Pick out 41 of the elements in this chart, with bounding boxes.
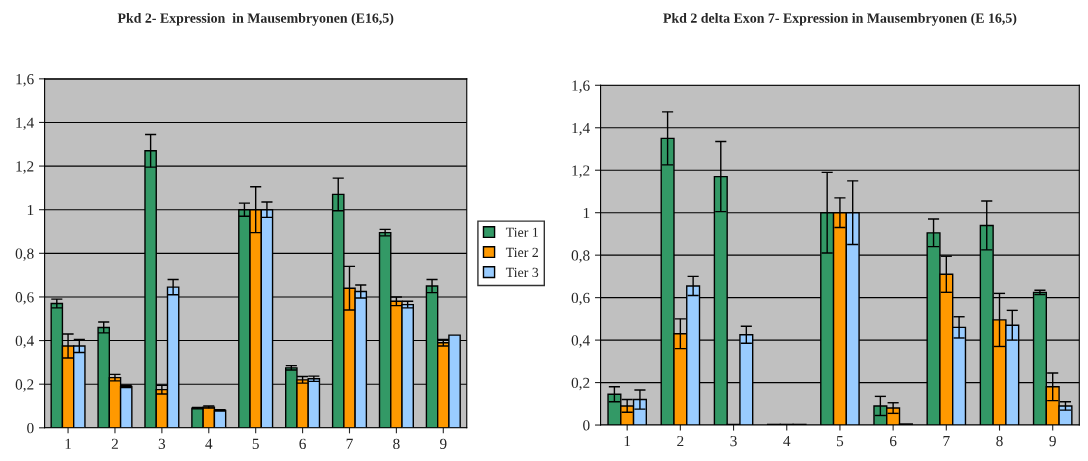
y-tick-label: 0,2 <box>571 377 590 391</box>
y-tick-label: 1,6 <box>572 80 590 93</box>
x-tick-label: 3 <box>158 438 166 449</box>
y-tick-label: 0,6 <box>571 292 590 306</box>
chart-title: Pkd 2- Expression in Mausembryonen (E16,5) <box>117 13 394 26</box>
x-tick-label: 4 <box>783 436 791 447</box>
x-tick-label: 2 <box>111 438 118 449</box>
x-tick-label: 6 <box>889 435 897 447</box>
y-tick-label: 0,8 <box>15 248 34 261</box>
x-tick-label: 5 <box>252 438 259 449</box>
x-tick-label: 6 <box>299 438 306 449</box>
y-tick-label: 1,2 <box>16 161 34 174</box>
y-tick-label: 1,4 <box>572 122 590 136</box>
x-tick-label: 8 <box>996 435 1003 447</box>
y-tick-label: 0,4 <box>15 335 34 349</box>
y-tick-label: 1,4 <box>16 117 34 131</box>
legend-label: Tier 3 <box>505 267 539 278</box>
x-tick-label: 2 <box>677 435 684 447</box>
x-tick-label: 4 <box>205 438 213 449</box>
x-tick-label: 9 <box>439 438 447 449</box>
x-tick-label: 7 <box>943 436 950 447</box>
x-tick-label: 1 <box>624 435 631 447</box>
chart-title: Pkd 2 delta Exon 7- Expression in Mausembryonen (E 16,5) <box>663 13 1017 26</box>
y-tick-label: 0,6 <box>15 292 34 305</box>
legend-label: Tier 2 <box>505 247 538 258</box>
y-tick-label: 1 <box>583 207 590 218</box>
x-tick-label: 3 <box>730 435 737 447</box>
y-tick-label: 0,2 <box>15 379 34 392</box>
x-tick-label: 5 <box>837 436 844 447</box>
legend-label: Tier 1 <box>505 227 538 238</box>
y-tick-label: 0 <box>583 420 590 431</box>
y-tick-label: 1 <box>27 204 34 215</box>
y-tick-label: 1,6 <box>16 74 34 87</box>
x-tick-label: 7 <box>346 438 353 449</box>
y-tick-label: 0 <box>27 422 34 434</box>
y-tick-label: 0,8 <box>571 250 590 263</box>
x-tick-label: 1 <box>65 438 71 449</box>
x-tick-label: 9 <box>1049 435 1056 447</box>
y-tick-label: 0,4 <box>571 335 590 348</box>
x-tick-label: 8 <box>393 438 400 449</box>
y-tick-label: 1,2 <box>572 165 590 178</box>
